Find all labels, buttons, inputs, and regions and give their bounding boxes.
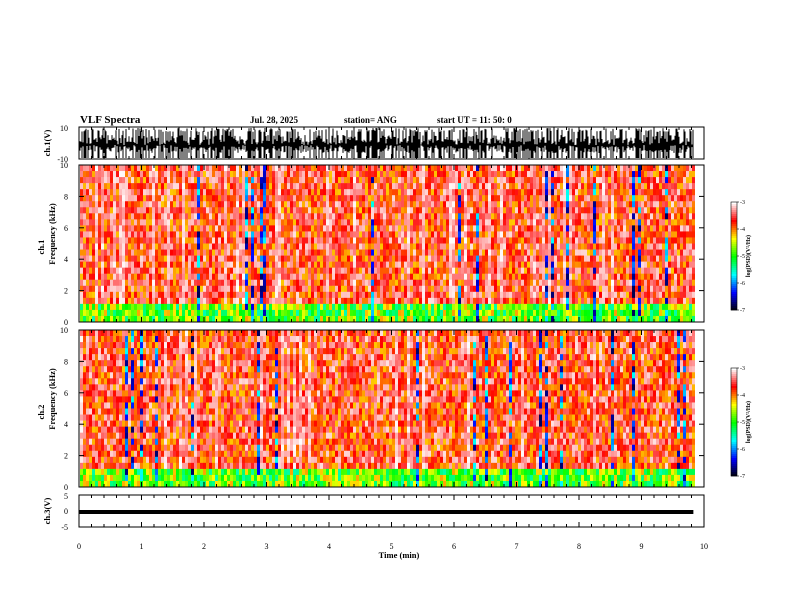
waveform-ch3-ytick-0: 0 [64, 507, 68, 516]
x-tick-label: 9 [640, 542, 644, 551]
colorbar-tick: -7 [740, 308, 745, 314]
waveform-ch3-ytick-neg5: -5 [61, 523, 68, 532]
waveform-ch3-ytick-5: 5 [64, 492, 68, 501]
spectrogram-ch1-image [80, 165, 695, 323]
spectrogram-ch2-ylabel-freq: Frequency (kHz) [47, 368, 57, 430]
ytick-label: 8 [64, 192, 68, 201]
x-tick-label: 7 [515, 542, 519, 551]
x-tick-labels: 0 1 2 3 4 5 6 7 8 9 10 [77, 542, 708, 551]
colorbar-tick: -3 [740, 366, 745, 372]
x-tick-marks [78, 127, 705, 527]
waveform-ch1-ylabel: ch.1(V) [42, 129, 52, 156]
ytick-label: 0 [64, 483, 68, 492]
x-tick-label: 0 [77, 542, 81, 551]
colorbar-ch2: -3 -4 -5 -6 -7 log(PSD)(V²/Hz) [730, 366, 752, 480]
x-tick-label: 2 [202, 542, 206, 551]
colorbar-tick: -5 [740, 420, 745, 426]
colorbar-tick: -6 [740, 281, 745, 287]
spectrogram-ch2-panel: 0 2 4 6 8 10 ch.2 Frequency (kHz) [36, 326, 705, 492]
colorbar-tick: -5 [740, 254, 745, 260]
x-tick-label: 8 [577, 542, 581, 551]
ytick-label: 4 [64, 420, 68, 429]
colorbar-tick: -3 [740, 200, 745, 206]
colorbar-label: log(PSD)(V²/Hz) [745, 401, 752, 443]
ytick-label: 4 [64, 255, 68, 264]
waveform-ch1-ytick-bottom: -10 [57, 155, 68, 164]
waveform-ch1-trace [79, 128, 694, 158]
x-tick-label: 5 [390, 542, 394, 551]
date-label: Jul. 28, 2025 [250, 115, 299, 125]
spectrogram-ch1-panel: 0 2 4 6 8 10 ch.1 Frequency (kHz) [36, 161, 705, 327]
ytick-label: 0 [64, 318, 68, 327]
start-time-label: start UT = 11: 50: 0 [437, 115, 512, 125]
ytick-label: 6 [64, 389, 68, 398]
colorbar-tick: -6 [740, 447, 745, 453]
waveform-ch3-ylabel: ch.3(V) [42, 497, 52, 524]
ytick-label: 10 [60, 326, 68, 335]
spectrogram-ch1-ylabel-freq: Frequency (kHz) [47, 203, 57, 265]
colorbar-tick: -4 [740, 227, 745, 233]
x-tick-label: 10 [700, 542, 708, 551]
x-tick-label: 3 [265, 542, 269, 551]
waveform-ch1-ytick-top: 10 [60, 124, 68, 133]
spectrogram-ch1-ylabel-ch: ch.1 [36, 240, 46, 255]
x-tick-label: 4 [327, 542, 331, 551]
station-label: station= ANG [344, 115, 397, 125]
spectrogram-ch2-ylabel-ch: ch.2 [36, 405, 46, 420]
colorbar-ch1: -3 -4 -5 -6 -7 log(PSD)(V²/Hz) [730, 200, 752, 314]
spectrogram-ch2-image [80, 330, 695, 488]
ytick-label: 10 [60, 161, 68, 170]
waveform-ch1-path [79, 128, 694, 158]
ytick-label: 2 [64, 452, 68, 461]
figure-title: VLF Spectra [80, 114, 141, 126]
colorbar-tick: -7 [740, 474, 745, 480]
x-axis-label: Time (min) [379, 550, 420, 560]
colorbar-label: log(PSD)(V²/Hz) [745, 235, 752, 277]
ytick-label: 6 [64, 224, 68, 233]
x-tick-label: 1 [140, 542, 144, 551]
colorbar-tick: -4 [740, 393, 745, 399]
spectrogram-ch2-yticks: 0 2 4 6 8 10 [60, 326, 704, 492]
x-tick-label: 6 [452, 542, 456, 551]
ytick-label: 8 [64, 357, 68, 366]
spectrogram-ch1-yticks: 0 2 4 6 8 10 [60, 161, 704, 327]
ytick-label: 2 [64, 287, 68, 296]
